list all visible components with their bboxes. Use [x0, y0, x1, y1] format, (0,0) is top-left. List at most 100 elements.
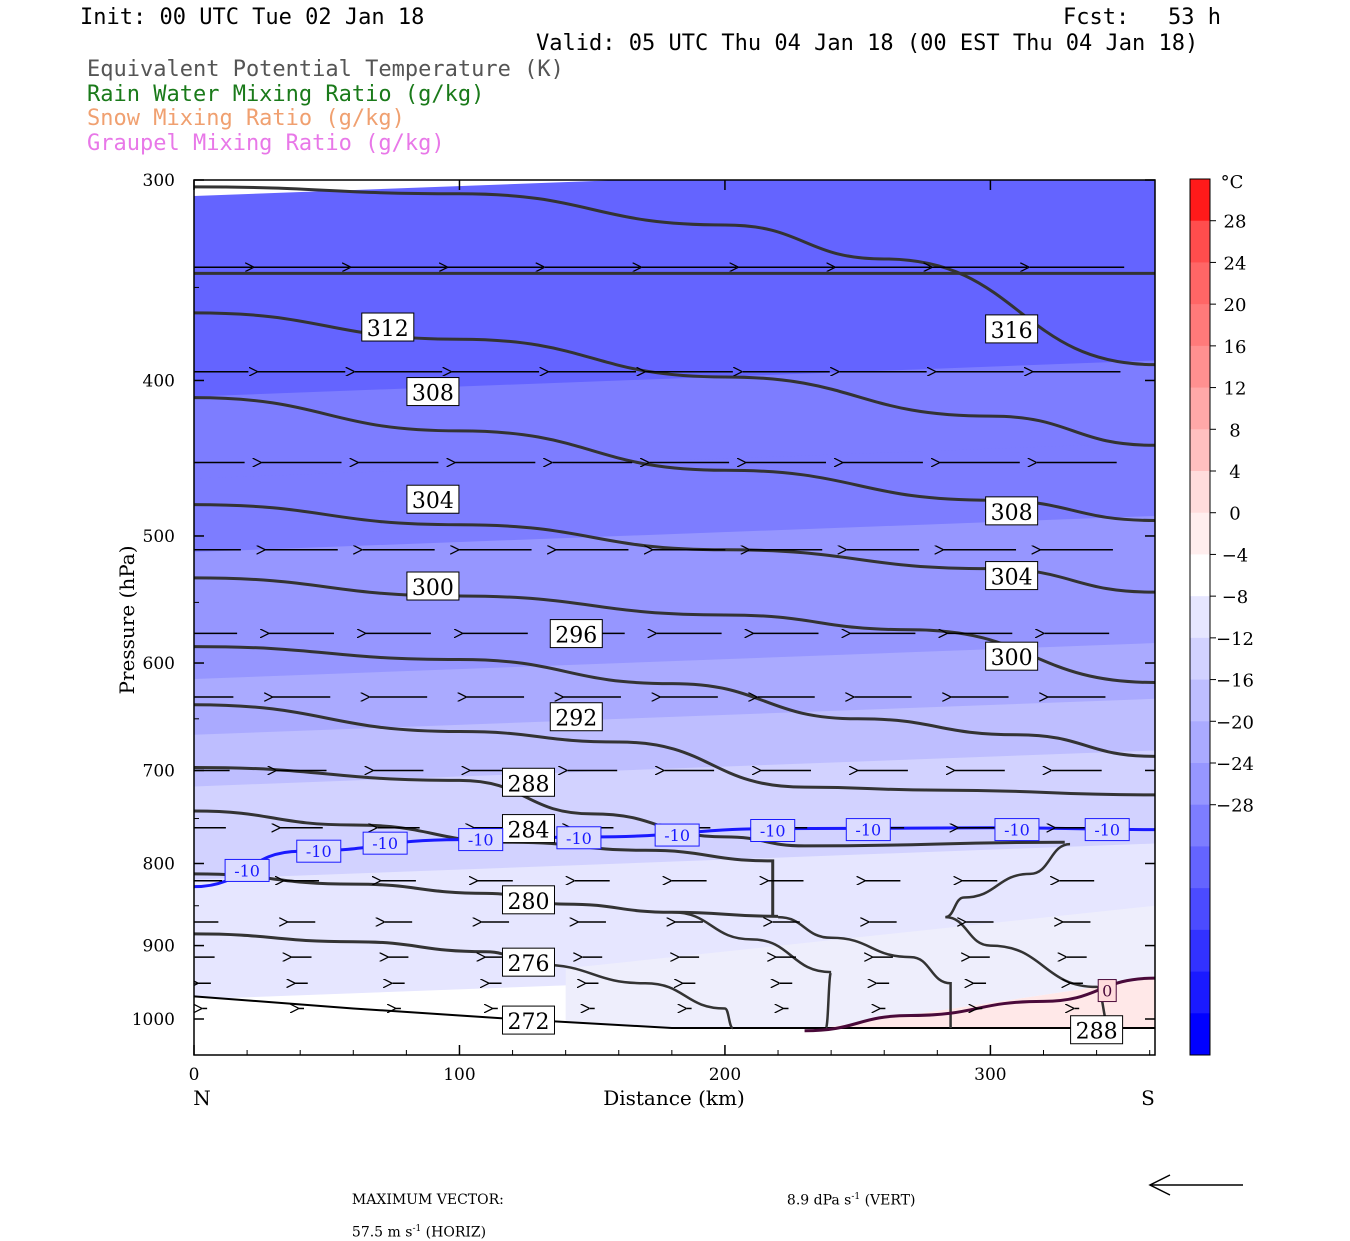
colorbar-tick-label: −12: [1216, 629, 1254, 650]
footer-vert: 8.9 dPa s-1 (VERT): [778, 1176, 916, 1209]
temp-label-text: 0: [1102, 982, 1112, 1001]
y-tick-label: 300: [143, 171, 175, 191]
theta-e-label-288: 288: [501, 767, 555, 797]
x-tick-label: 300: [974, 1065, 1006, 1085]
colorbar-tick-label: −16: [1216, 671, 1254, 692]
theta-e-label-308: 308: [406, 377, 460, 407]
colorbar-tick-label: 12: [1224, 379, 1247, 400]
footer-vert-value: 8.9 dPa s: [786, 1192, 852, 1209]
theta-e-label-288: 288: [1070, 1015, 1124, 1045]
colorbar-bin: [1190, 763, 1210, 806]
theta-e-label-box: [985, 314, 1039, 344]
colorbar-bin: [1190, 471, 1210, 514]
theta-e-label-box: [985, 561, 1039, 591]
footer-horiz-value: 57.5 m s: [351, 1224, 413, 1241]
y-tick-label: 1000: [132, 1010, 175, 1030]
y-axis-label: Pressure (hPa): [115, 546, 139, 695]
theta-e-label-text: 304: [412, 489, 454, 514]
colorbar-bin: [1190, 220, 1210, 263]
valid-label: Valid: 05 UTC Thu 04 Jan 18 (00 EST Thu …: [536, 31, 1199, 56]
near-zero-region: [565, 905, 1155, 1031]
theta-e-contour-292: [194, 645, 1155, 758]
theta-e-label-box: [501, 1005, 555, 1035]
x-left-label: N: [193, 1086, 211, 1110]
temp-label-box: [224, 858, 270, 882]
colorbar-bin: [1190, 345, 1210, 389]
temp-label-minus10: -10: [750, 819, 796, 843]
temp-label-minus10: -10: [654, 823, 700, 847]
x-tick-label: 200: [709, 1065, 741, 1085]
x-tick-label: 100: [443, 1065, 475, 1085]
theta-e-label-text: 304: [991, 566, 1033, 591]
fcst-value: 53 h: [1168, 5, 1221, 30]
temp-label-text: -10: [234, 861, 260, 880]
theta-e-label-280: 280: [501, 885, 555, 915]
theta-e-label-box: [361, 312, 415, 342]
max-vector-arrow: [1148, 1174, 1243, 1196]
colorbar-bin: [1190, 888, 1210, 931]
colorbar-unit: °C: [1221, 172, 1244, 193]
colorbar-tick-label: 28: [1224, 212, 1247, 233]
x-right-label: S: [1141, 1086, 1155, 1110]
x-axis-label: Distance (km): [603, 1086, 745, 1110]
theta-e-label-text: 288: [507, 772, 549, 797]
temp-label-text: -10: [855, 821, 881, 840]
temp-label-minus10: -10: [994, 818, 1040, 842]
colorbar-bin: [1190, 846, 1210, 889]
temp-label-text: -10: [372, 834, 398, 853]
temp-label-box: [458, 828, 504, 852]
colorbar-bin: [1190, 304, 1210, 347]
theta-e-label-box: [985, 496, 1039, 526]
plot-frame: [193, 179, 1156, 1056]
theta-e-contour-280-lower: [671, 911, 833, 1030]
y-tick-label: 600: [143, 654, 175, 674]
theta-e-label-text: 300: [991, 646, 1033, 671]
temp-label-minus10: -10: [296, 839, 342, 863]
theta-e-label-box: [549, 619, 603, 649]
theta-e-label-text: 280: [507, 890, 549, 915]
temp-label-box: [1097, 979, 1117, 1003]
colorbar-bin: [1190, 804, 1210, 847]
colorbar-bin: [1190, 179, 1210, 222]
colorbar-frame: [1189, 178, 1211, 1056]
theta-e-label-276: 276: [501, 947, 555, 977]
theta-e-contour-284-lower: [778, 915, 952, 1028]
theta-e-label-312: 312: [361, 312, 415, 342]
theta-e-contour-284: [194, 765, 1065, 848]
theta-e-label-316: 316: [985, 314, 1039, 344]
footer-max-vector-label: MAXIMUM VECTOR:: [351, 1192, 504, 1208]
theta-e-label-text: 300: [412, 576, 454, 601]
theta-e-contour-308: [194, 311, 1155, 447]
footer-vert-exp: -1: [851, 1192, 861, 1202]
colorbar-tick-label: −4: [1222, 545, 1249, 566]
theta-e-label-box: [406, 484, 460, 514]
temp-label-box: [296, 839, 342, 863]
contour-labels: 312 316 308 304 300 296 292 288 284 280 276 272 308 3…: [224, 312, 1130, 1045]
colorbar-tick-label: −28: [1216, 796, 1254, 817]
theta-e-label-box: [406, 571, 460, 601]
cross-section-chart: 312 3163083043002962922882842802762723083…: [115, 171, 1254, 1196]
footer-max-vector: MAXIMUM VECTOR: 57.5 m s-1 (HORIZ): [343, 1176, 504, 1241]
colorbar-bin: [1190, 721, 1210, 764]
colorbar: 28 24 20 16 12 8 4 0 −4 −8 −12 −16 −20 −24 −28: [1189, 178, 1254, 1056]
theta-e-label-300: 300: [406, 571, 460, 601]
fcst-label: Fcst:: [1063, 5, 1130, 30]
theta-e-label-text: 276: [507, 952, 549, 977]
colorbar-bin: [1190, 1013, 1210, 1056]
colorbar-bin: [1190, 387, 1210, 430]
temp-label-box: [750, 819, 796, 843]
colorbar-tick-label: −8: [1222, 587, 1249, 608]
temp-label-box: [654, 823, 700, 847]
temperature-band: [194, 180, 1155, 401]
ground-fill: [194, 996, 1155, 1055]
theta-e-label-text: 284: [507, 819, 549, 844]
colorbar-tick-label: −20: [1216, 712, 1254, 733]
theta-e-label-300: 300: [985, 641, 1039, 671]
theta-e-label-box: [501, 767, 555, 797]
colorbar-tick-label: 16: [1224, 337, 1247, 358]
temp-label-box: [1084, 818, 1130, 842]
temp-label-box: [845, 818, 891, 842]
colorbar-bin: [1190, 596, 1210, 639]
theta-e-label-text: 292: [555, 707, 597, 732]
temp-label-minus10: -10: [224, 858, 270, 882]
